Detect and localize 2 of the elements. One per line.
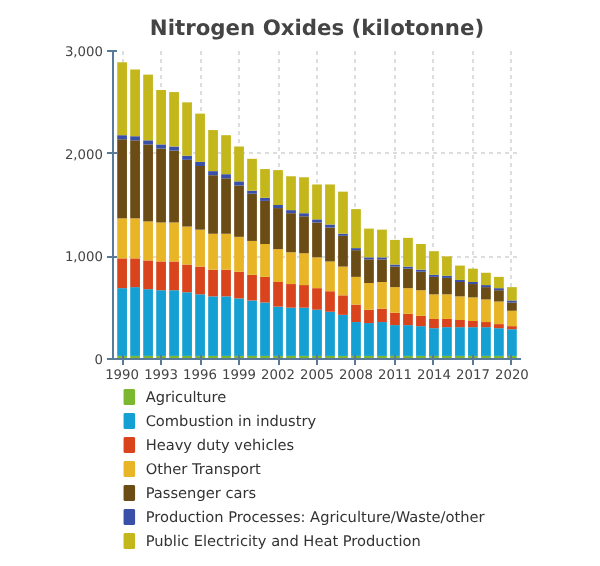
bar <box>507 302 517 311</box>
chart-title: Nitrogen Oxides (kilotonne) <box>149 15 485 41</box>
